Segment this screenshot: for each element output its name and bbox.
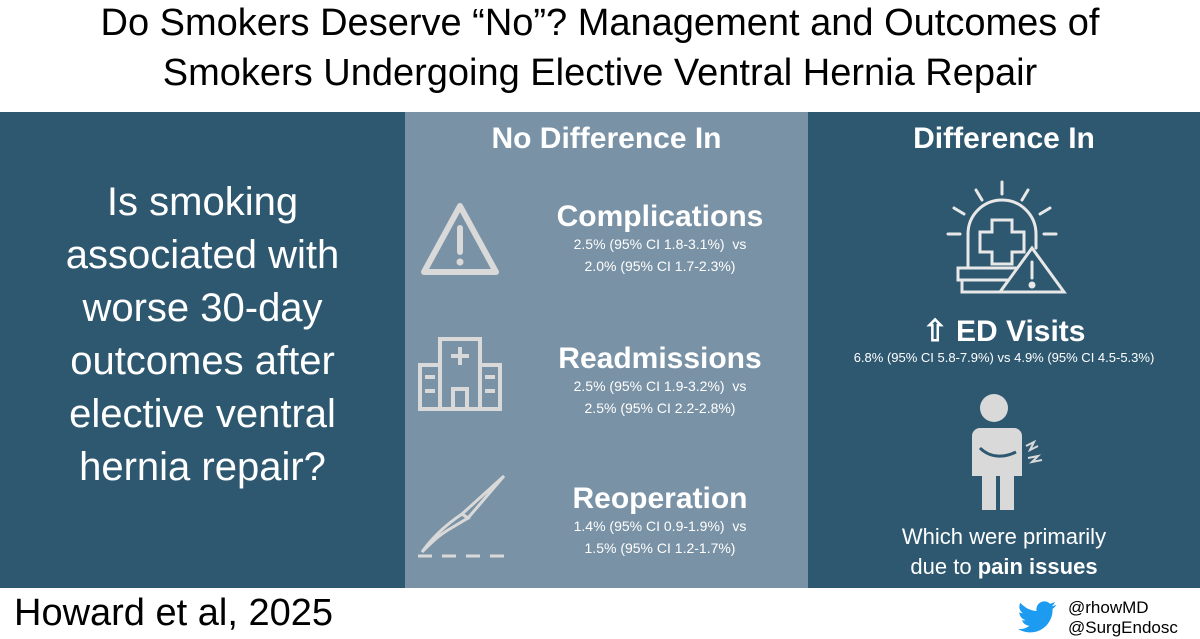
item-name: Complications [556,200,764,233]
note-line: due to pain issues [808,554,1200,580]
item-stat: 2.5% (95% CI 2.2-2.8%) [584,400,736,416]
note-line: Which were primarily [901,524,1107,549]
twitter-icon [1018,601,1057,633]
question-line: elective ventral [69,392,336,436]
section-heading: Difference In [913,122,1095,155]
scalpel-icon [418,474,506,558]
item-stat: 1.4% (95% CI 0.9-1.9%) vs [573,518,747,534]
note-emphasis: pain issues [977,554,1098,579]
warning-icon [421,203,499,275]
question-line: worse 30-day [82,286,323,330]
title-line: Smokers Undergoing Elective Ventral Hern… [162,52,1038,94]
item-stat: 2.5% (95% CI 1.8-3.1%) vs [573,236,747,252]
result-label: ⇧ ED Visits [922,315,1086,348]
result-stat: 6.8% (95% CI 5.8-7.9%) vs 4.9% (95% CI 4… [853,350,1155,365]
emergency-icon [946,180,1067,294]
hospital-icon [418,337,502,411]
pain-icon [972,394,1043,510]
note-text: due to [910,554,972,579]
question-panel [0,112,405,588]
handle: @rhowMD [1068,598,1149,617]
item-name: Readmissions [558,342,762,375]
question-line: outcomes after [70,339,335,383]
no-difference-panel [405,112,808,588]
item-stat: 2.0% (95% CI 1.7-2.3%) [584,258,736,274]
item-stat: 1.5% (95% CI 1.2-1.7%) [584,540,736,556]
title-line: Do Smokers Deserve “No”? Management and … [100,2,1100,44]
item-stat: 2.5% (95% CI 1.9-3.2%) vs [573,378,747,394]
question-line: Is smoking [106,180,299,224]
citation: Howard et al, 2025 [14,592,333,634]
handle: @SurgEndosc [1068,618,1178,637]
section-heading: No Difference In [491,122,722,155]
question-line: associated with [65,233,340,277]
question-line: hernia repair? [79,445,326,489]
item-name: Reoperation [572,482,748,515]
